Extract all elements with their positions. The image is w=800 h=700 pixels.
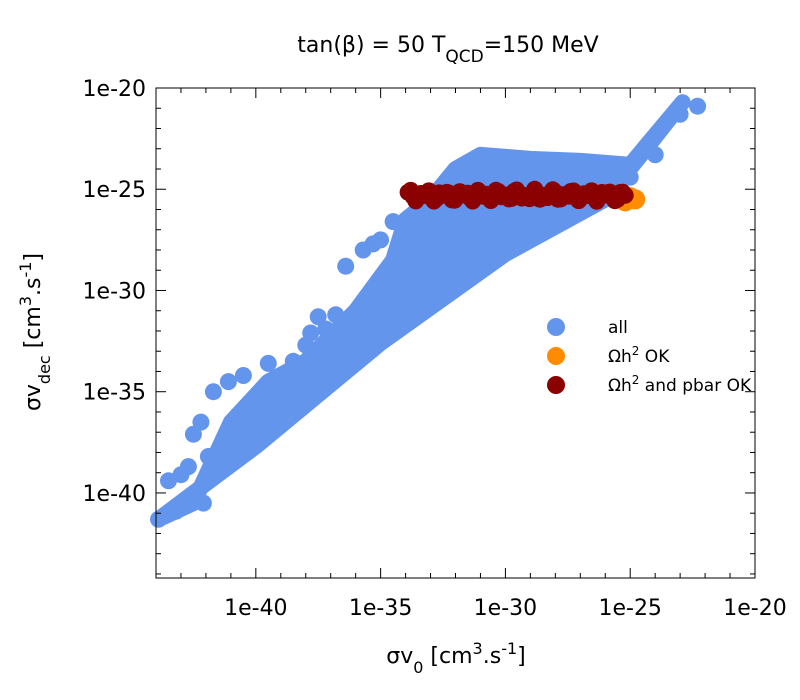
y-tick-label: 1e-25: [83, 178, 146, 203]
all-point: [179, 458, 197, 476]
all-point: [646, 146, 664, 164]
legend-marker: [547, 376, 565, 394]
all-point: [284, 352, 302, 370]
legend-label: Ωh2 OK: [608, 344, 670, 367]
all-point: [509, 162, 527, 180]
all-point: [584, 162, 602, 180]
all-point: [337, 257, 355, 275]
y-tick-label: 1e-30: [83, 279, 146, 304]
series-layer: [150, 94, 707, 528]
legend-marker: [547, 318, 565, 336]
all-point: [309, 308, 327, 326]
x-tick-label: 1e-40: [224, 596, 287, 621]
all-point: [234, 367, 252, 384]
all-point: [472, 160, 489, 178]
y-tick-label: 1e-40: [83, 482, 146, 507]
legend: all Ωh2 OK Ωh2 and pbar OK: [547, 318, 752, 396]
all-point: [302, 324, 320, 342]
x-tick-label: 1e-35: [349, 596, 412, 621]
all-point: [384, 213, 402, 231]
all-point: [150, 510, 167, 528]
all-point: [372, 231, 390, 249]
y-axis-title: σvdec [cm3.s-1]: [16, 253, 54, 411]
all-point: [327, 306, 345, 324]
ticks: 1e-40 1e-35 1e-30 1e-25 1e-20 1e-20 1e-25 1e-30…: [83, 77, 787, 621]
all-point: [317, 320, 335, 338]
chart-title: tan(β) = 50 TQCD=150 MeV: [297, 33, 598, 67]
legend-label: all: [608, 318, 628, 338]
all-point: [194, 494, 212, 512]
all-point: [199, 448, 217, 465]
all-point: [491, 150, 509, 168]
all-point: [204, 383, 222, 401]
all-point: [259, 354, 277, 372]
all-point: [272, 375, 290, 393]
omega-pbar-ok-point: [616, 186, 634, 204]
x-tick-label: 1e-25: [598, 596, 661, 621]
all-point: [192, 413, 210, 431]
x-tick-label: 1e-30: [474, 596, 537, 621]
all-point: [546, 166, 564, 184]
all-point: [167, 502, 185, 520]
y-tick-label: 1e-20: [83, 77, 146, 102]
legend-label: Ωh2 and pbar OK: [608, 373, 752, 396]
legend-marker: [547, 347, 565, 365]
all-point: [671, 105, 689, 123]
all-point: [689, 97, 707, 115]
all-point: [621, 168, 639, 186]
all-point: [409, 205, 427, 222]
x-axis-title: σv0 [cm3.s-1]: [386, 639, 525, 677]
all-point: [347, 312, 365, 330]
all-point: [219, 373, 237, 391]
x-tick-label: 1e-20: [723, 596, 786, 621]
y-tick-label: 1e-35: [83, 381, 146, 406]
